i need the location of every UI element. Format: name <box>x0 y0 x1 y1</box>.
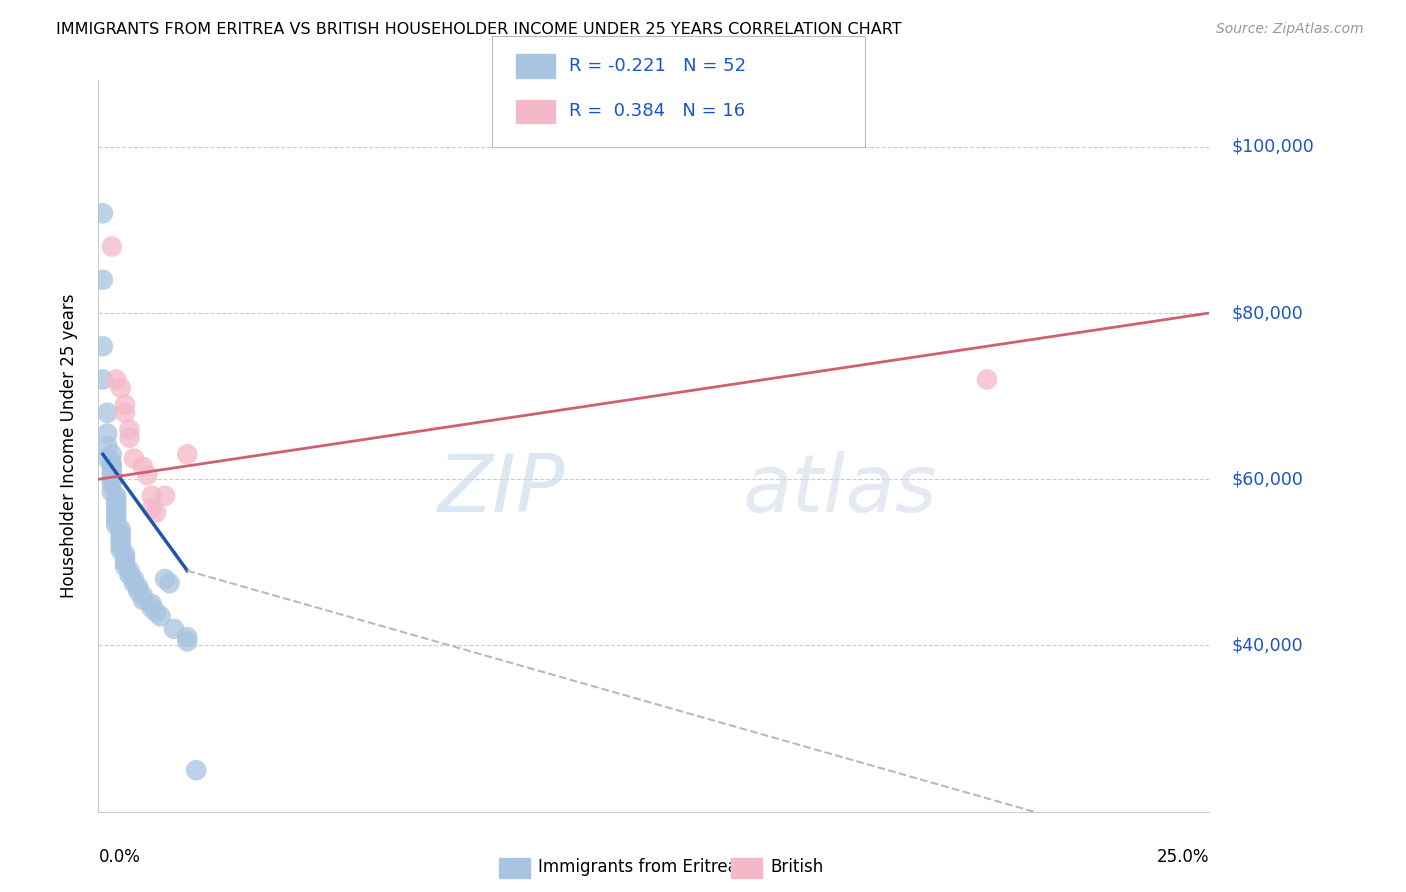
Point <box>141 489 163 503</box>
Point <box>122 451 145 466</box>
Point <box>110 539 132 553</box>
Text: 25.0%: 25.0% <box>1157 848 1209 866</box>
Point <box>100 476 122 491</box>
Point <box>176 630 198 644</box>
Point <box>186 763 208 777</box>
Point <box>100 472 122 486</box>
Text: $60,000: $60,000 <box>1232 470 1303 488</box>
Point <box>127 580 149 594</box>
Point <box>114 547 136 561</box>
Point <box>132 589 155 603</box>
Point <box>105 372 128 386</box>
Point <box>96 439 118 453</box>
Point <box>110 522 132 536</box>
Point <box>91 339 114 353</box>
Point <box>132 459 155 474</box>
Point <box>110 534 132 549</box>
Y-axis label: Householder Income Under 25 years: Householder Income Under 25 years <box>59 293 77 599</box>
Point <box>100 447 122 461</box>
Point <box>105 506 128 520</box>
Point <box>141 501 163 516</box>
Text: IMMIGRANTS FROM ERITREA VS BRITISH HOUSEHOLDER INCOME UNDER 25 YEARS CORRELATION: IMMIGRANTS FROM ERITREA VS BRITISH HOUSE… <box>56 22 901 37</box>
Text: ZIP: ZIP <box>437 450 565 529</box>
Point <box>100 468 122 483</box>
Point <box>976 372 998 386</box>
Point <box>96 451 118 466</box>
Point <box>118 564 141 578</box>
Point <box>114 551 136 566</box>
Point <box>122 576 145 591</box>
Point <box>100 459 122 474</box>
Point <box>96 406 118 420</box>
Point <box>105 501 128 516</box>
Point <box>118 431 141 445</box>
Point <box>136 468 159 483</box>
Point <box>122 572 145 586</box>
Point <box>114 406 136 420</box>
Point <box>110 526 132 541</box>
Point <box>110 381 132 395</box>
Point <box>114 559 136 574</box>
Text: R = -0.221   N = 52: R = -0.221 N = 52 <box>569 57 747 75</box>
Text: $100,000: $100,000 <box>1232 137 1315 156</box>
Text: $80,000: $80,000 <box>1232 304 1303 322</box>
Point <box>141 601 163 615</box>
Text: 0.0%: 0.0% <box>98 848 141 866</box>
Point <box>91 372 114 386</box>
Text: R =  0.384   N = 16: R = 0.384 N = 16 <box>569 103 745 120</box>
Point <box>176 447 198 461</box>
Point <box>145 605 167 619</box>
Point <box>91 273 114 287</box>
Point <box>96 426 118 441</box>
Point <box>141 597 163 611</box>
Point <box>118 422 141 436</box>
Point <box>149 609 172 624</box>
Point <box>105 493 128 508</box>
Point <box>100 464 122 478</box>
Text: Immigrants from Eritrea: Immigrants from Eritrea <box>538 858 738 876</box>
Point <box>159 576 181 591</box>
Point <box>176 634 198 648</box>
Point <box>105 509 128 524</box>
Point <box>132 592 155 607</box>
Point <box>118 567 141 582</box>
Point <box>145 506 167 520</box>
Point <box>105 489 128 503</box>
Text: atlas: atlas <box>742 450 938 529</box>
Point <box>153 572 176 586</box>
Point <box>163 622 186 636</box>
Point <box>105 514 128 528</box>
Point <box>105 518 128 533</box>
Text: Source: ZipAtlas.com: Source: ZipAtlas.com <box>1216 22 1364 37</box>
Point <box>153 489 176 503</box>
Point <box>91 206 114 220</box>
Text: $40,000: $40,000 <box>1232 637 1303 655</box>
Point <box>114 397 136 411</box>
Point <box>100 239 122 253</box>
Point <box>100 456 122 470</box>
Point <box>127 584 149 599</box>
Point <box>110 530 132 544</box>
Text: British: British <box>770 858 824 876</box>
Point <box>105 497 128 511</box>
Point <box>110 542 132 557</box>
Point <box>100 484 122 499</box>
Point <box>114 555 136 569</box>
